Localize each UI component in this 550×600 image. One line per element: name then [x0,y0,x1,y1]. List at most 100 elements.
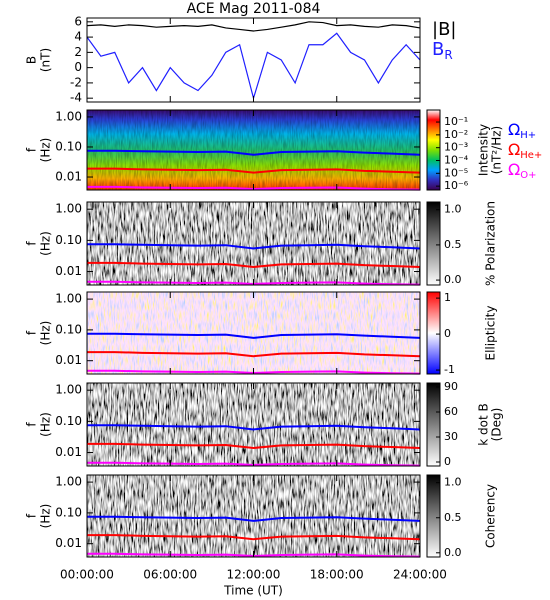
series-line [86,32,421,101]
colorbar-tick-label: 10⁻⁶ [444,179,469,192]
colorbar-label: Ellipticity [484,306,498,361]
y-tick-label: 1.00 [55,109,82,123]
y-tick-label: 0.10 [55,139,82,153]
colorbar-label: % Polarization [484,201,498,286]
colorbar-tick-label: 0.5 [444,511,462,524]
colorbar-tick-label: 0 [444,327,451,340]
y-axis-label: f [25,513,39,518]
series-line [87,515,421,522]
series-line [87,149,421,156]
legend-label: ΩH+ [508,120,536,142]
series-line [87,442,421,449]
colorbar-tick-label: -1 [444,363,455,376]
colorbar-tick-label: 0.0 [444,546,462,559]
spectrogram-image [87,202,420,285]
legend-subscript: O+ [520,170,536,181]
legend-name: |B| [432,19,456,40]
series-line [87,332,421,339]
legend-name: Ω [508,120,520,139]
spectrogram-texture [87,110,420,190]
y-axis-label: f [25,147,39,152]
colorbar-tick-label: 10⁻² [444,128,468,141]
y-tick-label: 1.00 [55,383,82,397]
y-axis-label: B [25,56,39,64]
colorbar-label: (Deg) [490,408,504,442]
colorbar-label: Coherency [484,484,498,548]
colorbar [426,201,441,286]
series-line [86,21,421,32]
colorbar-tick-label: 0 [444,455,451,468]
colorbar [426,474,441,558]
legend-label: ΩO+ [508,160,536,182]
y-axis-label: (Hz) [39,231,53,256]
y-axis-label: (Hz) [39,321,53,346]
colorbar-tick-label: 1.0 [444,476,462,489]
y-tick-label: 0.01 [55,264,82,278]
colorbar [426,109,441,191]
colorbar-tick-label: 10⁻⁵ [444,166,468,179]
x-axis-label: Time (UT) [223,584,283,598]
y-tick-label: 4 [74,30,82,44]
colorbar-tick-label: 10⁻¹ [444,115,468,128]
x-tick-label: 00:00:00 [60,568,114,582]
y-tick-label: -4 [70,91,82,105]
colorbar-label: (nT²/Hz) [490,126,504,174]
colorbar-tick-label: 10⁻⁴ [444,154,469,167]
chart-title: ACE Mag 2011-084 [187,1,321,17]
y-tick-label: 1.00 [55,202,82,216]
legend-subscript: H+ [520,130,536,141]
y-tick-label: 0.01 [55,536,82,550]
legend-label: |B| [432,19,456,40]
y-tick-label: 0.01 [55,353,82,367]
series-line [87,261,421,268]
y-tick-label: 0 [74,60,82,74]
x-tick-label: 18:00:00 [310,568,364,582]
colorbar-tick-label: 1.0 [444,203,462,216]
y-axis-label: (nT) [39,48,53,72]
legend-label: ΩHe+ [508,140,542,162]
y-axis-label: (Hz) [39,412,53,437]
y-tick-label: 0.01 [55,445,82,459]
colorbar-tick-label: 10⁻³ [444,141,468,154]
colorbar-tick-label: 90 [444,380,458,393]
colorbar-tick-label: 60 [444,405,458,418]
y-tick-label: 2 [74,45,82,59]
y-axis-label: (Hz) [39,138,53,163]
x-tick-label: 24:00:00 [393,568,447,582]
y-tick-label: 1.00 [55,292,82,306]
colorbar-label: Intensity [477,124,491,176]
series-line [87,167,421,174]
y-tick-label: 0.10 [55,505,82,519]
colorbar-tick-label: 0.5 [444,238,462,251]
legend-name: B [432,39,444,60]
legend-subscript: He+ [520,150,542,161]
y-tick-label: 0.01 [55,170,82,184]
y-tick-label: 6 [74,14,82,28]
y-axis-label: f [25,241,39,246]
x-tick-label: 12:00:00 [227,568,281,582]
series-line [87,351,421,358]
colorbar-tick-label: 1 [444,291,451,304]
colorbar-tick-label: 0.0 [444,273,462,286]
y-tick-label: 1.00 [55,475,82,489]
colorbar-tick-label: 30 [444,430,458,443]
y-axis-label: f [25,422,39,427]
y-tick-label: 0.10 [55,414,82,428]
y-tick-label: 0.10 [55,233,82,247]
colorbar-label: k dot B [477,403,491,445]
y-axis-label: (Hz) [39,504,53,529]
spectrogram-image [87,475,420,557]
colorbar [426,382,441,467]
spectrogram-image [87,383,420,466]
series-line [87,243,421,250]
series-line [87,424,421,431]
y-tick-label: 0.10 [55,322,82,336]
y-tick-label: -2 [70,75,82,89]
spectrogram-image [87,292,420,374]
legend-subscript: R [444,48,452,62]
series-line [87,534,421,541]
legend-label: BR [432,39,453,62]
y-axis-label: f [25,330,39,335]
legend-name: Ω [508,140,520,159]
